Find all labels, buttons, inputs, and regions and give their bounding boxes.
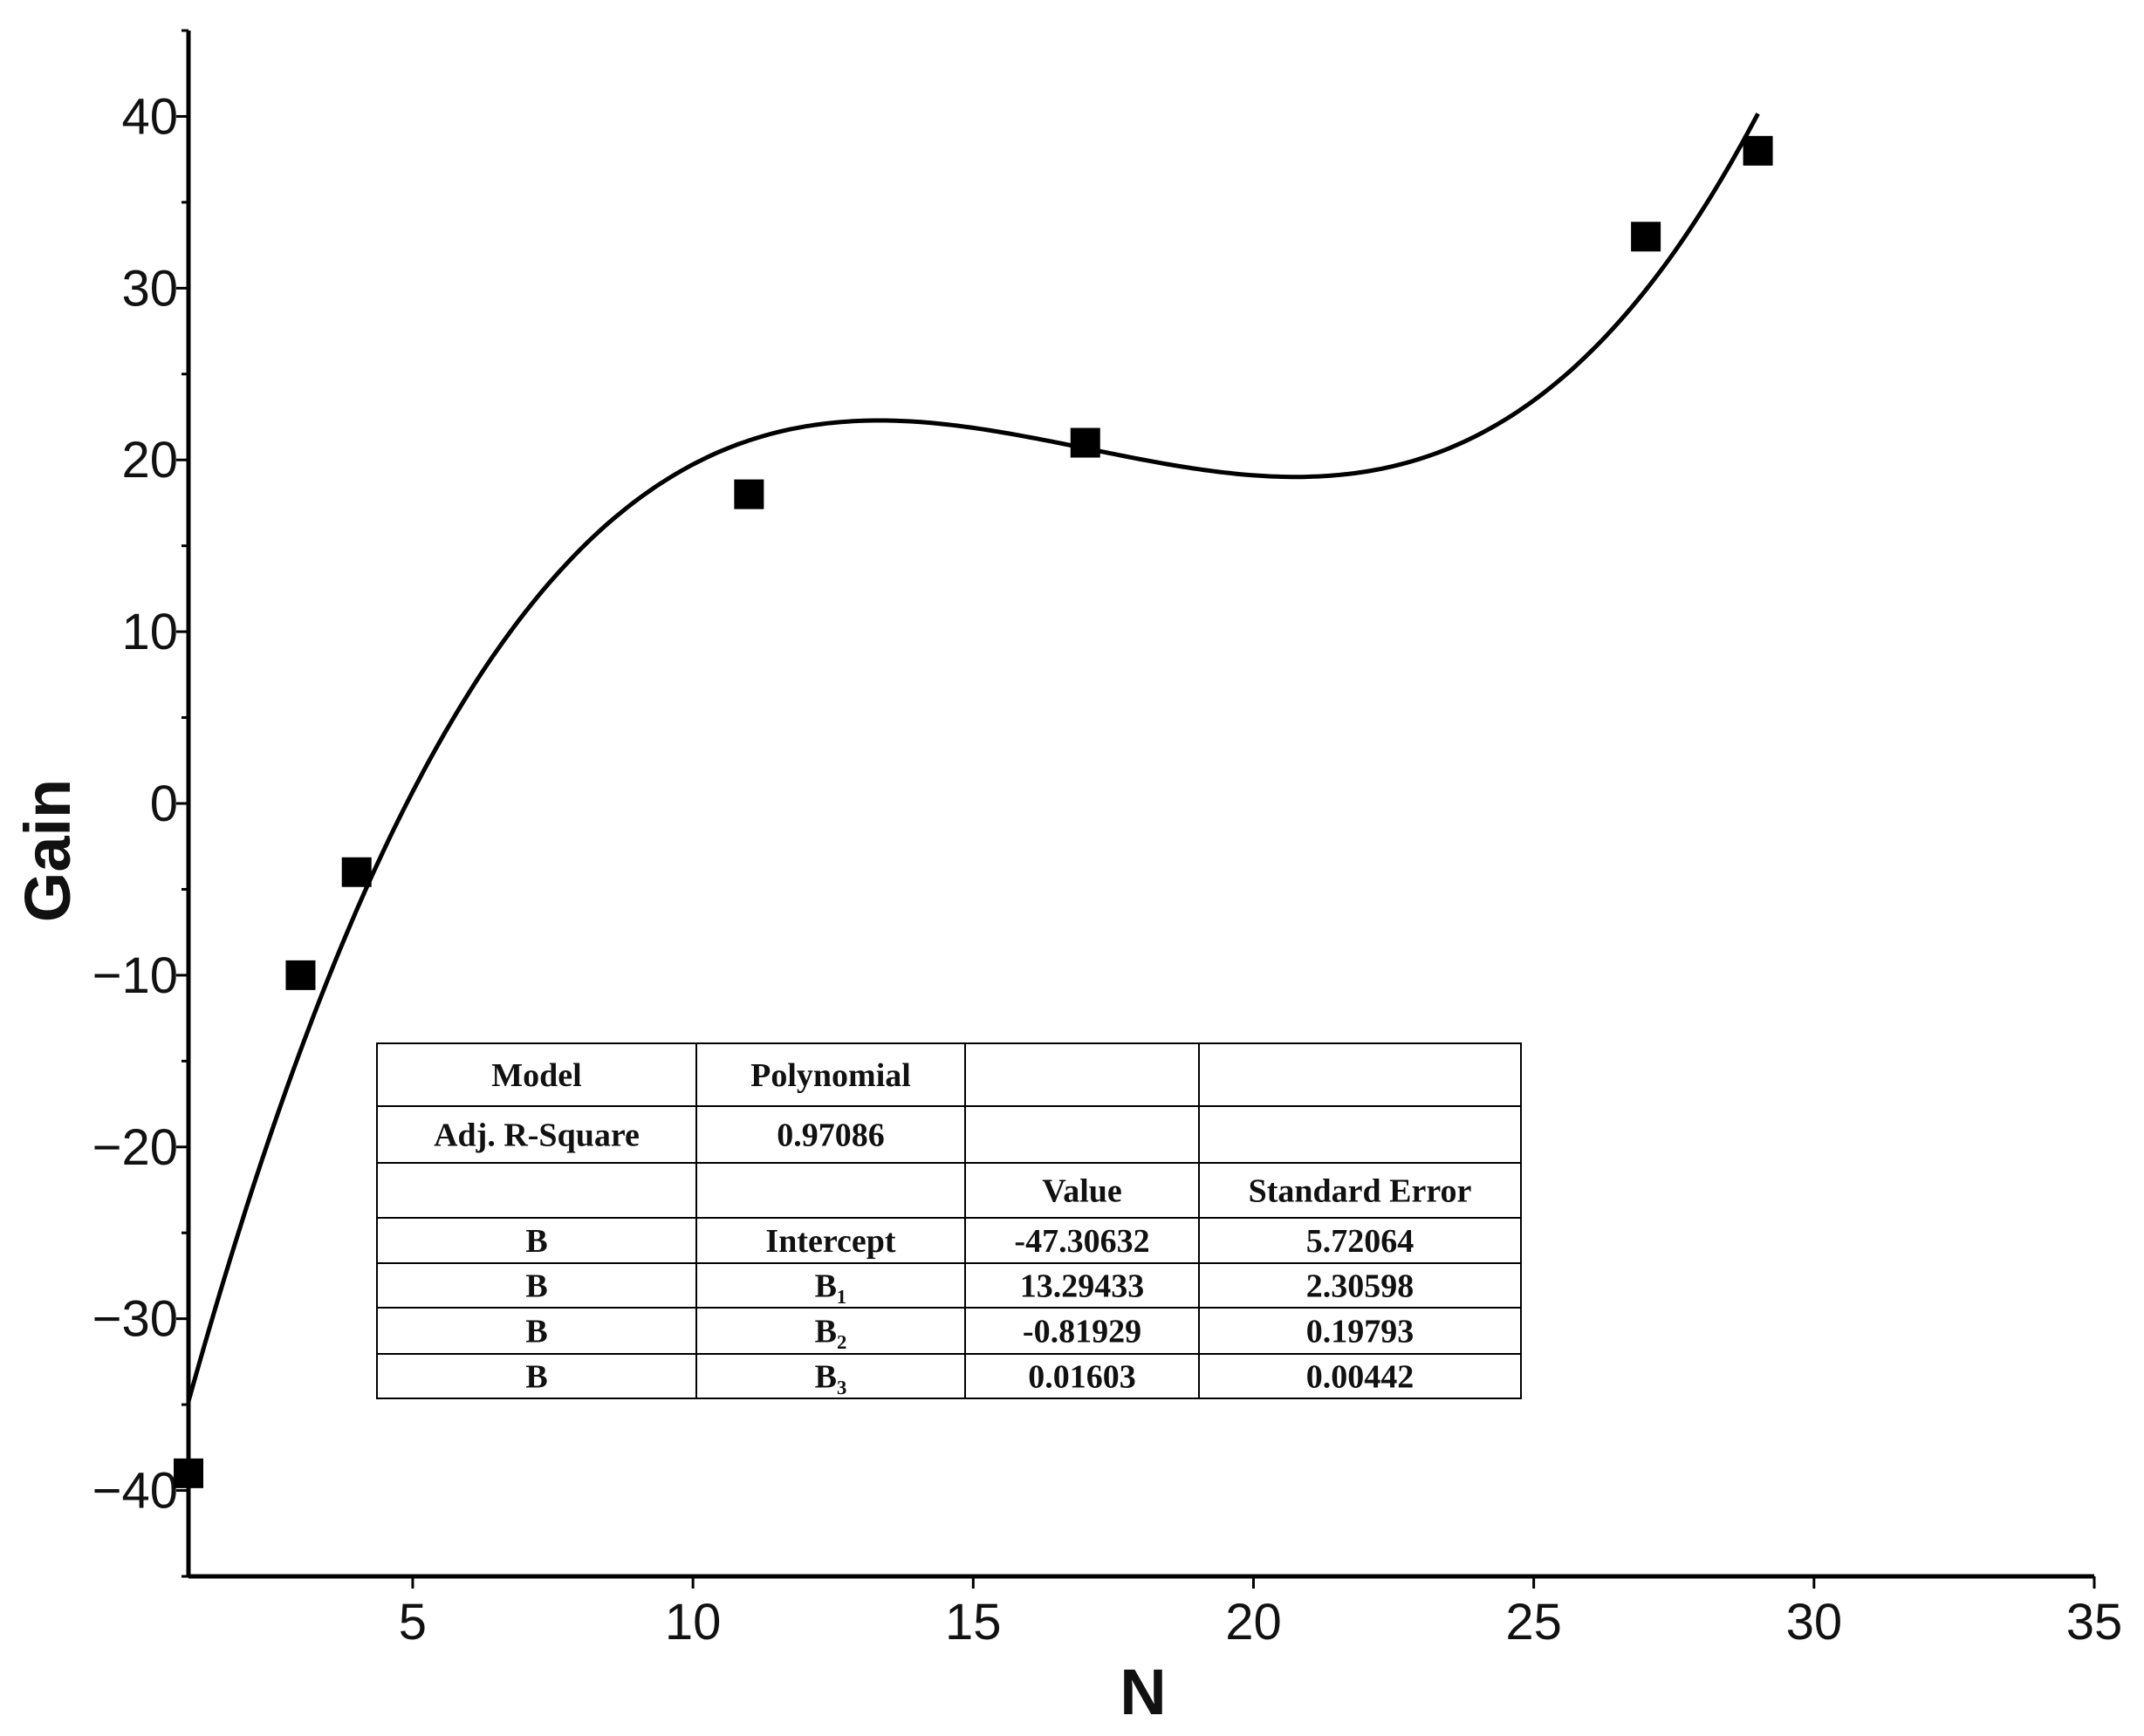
y-tick-label: −10 [92,947,178,1004]
table-frame [376,1042,1522,1399]
y-axis-title: Gain [11,779,84,922]
table-cell: B [525,1359,547,1396]
table-cell: Adj. R-Square [434,1117,640,1154]
x-axis-title: N [1120,1656,1166,1728]
data-point [1070,427,1100,458]
data-point [1631,222,1661,252]
x-tick-label: 20 [1225,1594,1282,1651]
table-cell: 0.97086 [777,1117,885,1154]
table-cell: B₂ [815,1314,847,1350]
table-cell: B [525,1314,547,1350]
table-cell: -0.81929 [1023,1314,1141,1350]
fit-curve [186,113,1760,1403]
table-cell: -47.30632 [1014,1223,1149,1260]
fit-curve-group [186,113,1760,1403]
table-cell: B [525,1268,547,1305]
y-tick-label: 10 [121,604,178,660]
data-point [285,960,316,990]
table-cell: 5.72064 [1306,1223,1414,1260]
x-tick-label: 30 [1786,1594,1843,1651]
axes: 40 30 20 10 0 −10 −20 −30 −40 5 10 15 20 25 30 35 [92,29,2123,1651]
table-cell: 2.30598 [1306,1268,1414,1305]
x-tick-label: 15 [945,1594,1002,1651]
data-point [1743,135,1773,166]
table-cell: Standard Error [1249,1173,1472,1210]
y-tick-label: −30 [92,1291,178,1348]
y-tick-label: −40 [92,1463,178,1520]
table-cell: Polynomial [750,1057,911,1094]
table-cell: Model [491,1057,581,1094]
y-tick-label: 40 [121,88,178,145]
y-tick-label: 20 [121,432,178,489]
table-cell: B₃ [815,1359,847,1396]
table-cell: 0.00442 [1306,1359,1414,1396]
table-cell: B₁ [815,1268,847,1305]
x-tick-label: 25 [1505,1594,1562,1651]
table-cell: Value [1042,1173,1122,1210]
fit-results-table: Model Polynomial Adj. R-Square 0.97086 Value… [376,1042,1522,1399]
y-tick-label: 30 [121,260,178,317]
axis-titles: N Gain [11,779,1167,1728]
table-cell: 0.01603 [1028,1359,1136,1396]
table-cell: 0.19793 [1306,1314,1414,1350]
y-tick-label: 0 [150,776,178,832]
x-tick-label: 10 [665,1594,722,1651]
data-points-group [174,135,1773,1488]
data-point [341,857,372,887]
x-tick-label: 35 [2066,1594,2123,1651]
data-point [734,479,764,509]
table-cell: Intercept [765,1223,895,1260]
table-cell: B [525,1223,547,1260]
table-cell: 13.29433 [1020,1268,1145,1305]
y-tick-label: −20 [92,1119,178,1176]
x-tick-label: 5 [399,1594,427,1651]
data-point [174,1458,203,1488]
